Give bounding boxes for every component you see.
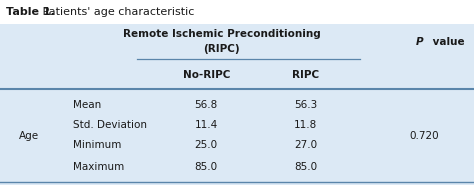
Text: Patients' age characteristic: Patients' age characteristic [39,7,194,17]
Text: 11.8: 11.8 [294,120,318,130]
Text: Std. Deviation: Std. Deviation [73,120,147,130]
Text: 85.0: 85.0 [294,162,317,172]
Text: 27.0: 27.0 [294,140,317,150]
Text: value: value [429,37,465,47]
Text: No-RIPC: No-RIPC [182,70,230,80]
Text: 0.720: 0.720 [410,131,439,141]
Text: Remote Ischemic Preconditioning: Remote Ischemic Preconditioning [123,29,320,39]
Bar [0,24,474,185]
Text: Maximum: Maximum [73,162,125,172]
Text: RIPC: RIPC [292,70,319,80]
Bar [0,0,474,24]
Text: 85.0: 85.0 [195,162,218,172]
Text: 25.0: 25.0 [195,140,218,150]
Text: Mean: Mean [73,100,102,110]
Text: Age: Age [19,131,39,141]
Text: Minimum: Minimum [73,140,122,150]
Text: Table 1.: Table 1. [6,7,55,17]
Text: 11.4: 11.4 [194,120,218,130]
Text: 56.3: 56.3 [294,100,318,110]
Text: 56.8: 56.8 [194,100,218,110]
Text: P: P [416,37,423,47]
Text: (RIPC): (RIPC) [203,44,240,54]
